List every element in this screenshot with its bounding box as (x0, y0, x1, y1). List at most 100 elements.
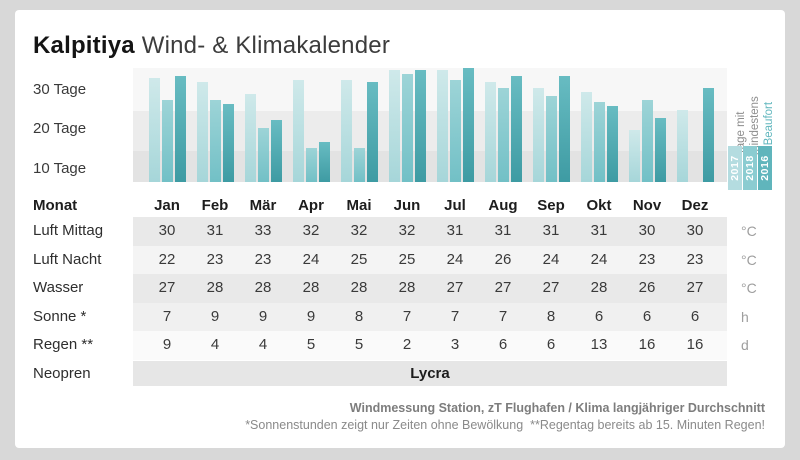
table-cell-sonne--feb: 9 (210, 307, 220, 325)
table-cell-wasser-apr: 28 (302, 279, 320, 296)
chart-band-30 (133, 68, 727, 111)
bar-2016-jul (462, 68, 474, 182)
table-cell-luft-mittag-jul: 31 (446, 222, 464, 239)
bar-2018-feb (209, 100, 221, 182)
bar-2018-apr (305, 148, 317, 182)
month-label-dez: Dez (681, 197, 709, 214)
row-stripe (133, 331, 727, 360)
table-cell-wasser-mär: 28 (254, 279, 272, 296)
bar-2018-nov (641, 100, 653, 182)
month-label-jan: Jan (154, 197, 180, 214)
bar-group-aug (479, 68, 527, 182)
side-label-line-1: Tage mit (735, 111, 747, 155)
table-cell-luft-mittag-jun: 32 (398, 222, 416, 239)
bar-group-apr (287, 68, 335, 182)
row-unit-wasser: °C (741, 280, 757, 296)
table-cell-luft-nacht-jan: 22 (158, 250, 176, 268)
table-cell-regen--aug: 6 (498, 336, 508, 353)
row-stripe (133, 274, 727, 303)
table-cell-wasser-okt: 28 (590, 279, 608, 296)
bar-2016-mär (270, 120, 282, 182)
table-cell-sonne--dez: 6 (690, 307, 700, 325)
bar-2018-okt (593, 102, 605, 182)
footer-notes: Windmessung Station, zT Flughafen / Klim… (165, 400, 765, 434)
bar-2016-okt (606, 106, 618, 182)
table-cell-luft-mittag-dez: 30 (686, 222, 704, 239)
table-cell-wasser-jan: 27 (158, 279, 176, 296)
row-cells-sonne-: 7 9 9 9 8 7 7 7 8 6 6 6 (143, 303, 719, 332)
table-cell-luft-nacht-dez: 23 (686, 250, 704, 268)
row-cells-wasser: 27 28 28 28 28 28 27 27 27 28 26 27 (143, 274, 719, 303)
side-label-line-2: mindestens (749, 96, 761, 155)
bar-group-okt (575, 68, 623, 182)
table-cell-sonne--jul: 7 (450, 307, 460, 325)
table-cell-sonne--jan: 7 (162, 307, 172, 325)
table-cell-luft-nacht-jul: 24 (446, 250, 464, 268)
table-cell-luft-nacht-aug: 26 (494, 250, 512, 268)
table-cell-luft-mittag-apr: 32 (302, 222, 320, 239)
month-label-jun: Jun (393, 197, 421, 214)
table-cell-regen--nov: 16 (638, 336, 656, 353)
bar-2017-feb (196, 82, 208, 182)
row-label-luft-nacht: Luft Nacht (33, 250, 102, 268)
year-legend: 2017 2018 2016 (728, 146, 772, 190)
legend-year-label-2017: 2017 (729, 155, 741, 181)
chart-bars (143, 68, 719, 182)
bar-2017-apr (292, 80, 304, 182)
page-title: Kalpitiya Wind- & Klimakalender (33, 32, 390, 60)
legend-year-2017: 2017 (728, 146, 742, 190)
legend-year-label-2018: 2018 (744, 155, 756, 181)
table-cell-sonne--mai: 8 (354, 307, 364, 325)
table-cell-wasser-mai: 28 (350, 279, 368, 296)
table-cell-wasser-nov: 26 (638, 279, 656, 296)
table-cell-regen--jun: 2 (402, 336, 412, 353)
row-unit-luft-mittag: °C (741, 223, 757, 239)
month-labels: Jan Feb Mär Apr Mai Jun Jul Aug Sep Okt Nov Dez (143, 196, 719, 215)
bar-2017-aug (484, 82, 496, 182)
table-cell-regen--apr: 5 (306, 336, 316, 353)
table-cell-luft-mittag-okt: 31 (590, 222, 608, 239)
table-cell-regen--jan: 9 (162, 336, 172, 353)
bar-group-feb (191, 68, 239, 182)
row-stripe (133, 302, 727, 331)
bar-2017-okt (580, 92, 592, 182)
row-stripe (133, 217, 727, 246)
table-cell-luft-mittag-nov: 30 (638, 222, 656, 239)
row-label-wasser: Wasser (33, 279, 84, 296)
month-header-row: Monat Jan Feb Mär Apr Mai Jun Jul Aug Sep Okt Nov D… (15, 196, 785, 215)
legend-year-2018: 2018 (743, 146, 757, 190)
bar-2017-jun (388, 70, 400, 182)
table-cell-wasser-dez: 27 (686, 279, 704, 296)
table-cell-wasser-jun: 28 (398, 279, 416, 296)
table-cell-luft-mittag-jan: 30 (158, 222, 176, 239)
month-label-okt: Okt (586, 197, 612, 214)
month-label-mai: Mai (346, 197, 372, 214)
bar-2017-mär (244, 94, 256, 182)
row-cells-regen-: 9 4 4 5 5 2 3 6 6 13 16 16 (143, 331, 719, 360)
bar-2016-jun (414, 70, 426, 182)
bar-2018-mai (353, 148, 365, 182)
bar-2016-mai (366, 82, 378, 182)
bar-2017-jan (148, 78, 160, 182)
bar-2016-sep (558, 76, 570, 182)
table-cell-regen--okt: 13 (590, 336, 608, 353)
legend-year-label-2016: 2016 (759, 155, 771, 181)
bar-group-jan (143, 68, 191, 182)
bar-2016-apr (318, 142, 330, 182)
side-label-line-3: 4 Beaufort (763, 101, 775, 155)
bar-group-nov (623, 68, 671, 182)
table-cell-luft-mittag-mai: 32 (350, 222, 368, 239)
bar-2018-jun (401, 74, 413, 182)
table-cell-luft-nacht-mär: 23 (254, 250, 272, 268)
bar-2018-sep (545, 96, 557, 182)
bar-group-mai (335, 68, 383, 182)
table-cell-luft-nacht-okt: 24 (590, 250, 608, 268)
table-row-wasser: Wasser 27 28 28 28 28 28 27 27 27 28 26 27 °C (15, 274, 785, 303)
month-label-feb: Feb (201, 197, 229, 214)
bar-2016-aug (510, 76, 522, 182)
table-cell-luft-mittag-mär: 33 (254, 222, 272, 239)
table-cell-wasser-sep: 27 (542, 279, 560, 296)
table-cell-luft-nacht-jun: 25 (398, 250, 416, 268)
table-row-luft-mittag: Luft Mittag 30 31 33 32 32 32 31 31 31 31 30 30 °C (15, 217, 785, 246)
